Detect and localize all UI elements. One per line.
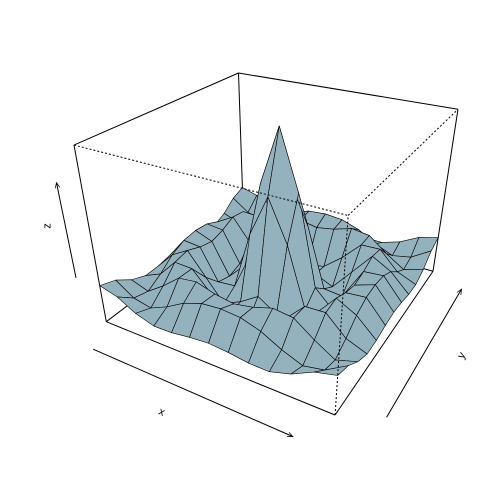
box-edge <box>73 72 239 146</box>
box-edge <box>73 144 349 216</box>
axis-label: y <box>455 350 468 361</box>
axis-arrow <box>56 183 77 278</box>
box-edge <box>432 109 459 272</box>
axis-arrow <box>92 348 293 438</box>
surface-facet <box>313 365 349 376</box>
box-edge <box>106 321 336 416</box>
axis-label: x <box>157 406 167 419</box>
box-edge <box>334 270 434 416</box>
box-edge <box>238 72 459 110</box>
surface-facet <box>267 125 299 246</box>
box-edge <box>73 144 107 322</box>
box-edge <box>334 215 349 416</box>
axis-label: z <box>42 223 54 229</box>
axis-arrow <box>386 289 462 418</box>
box-edge <box>347 108 459 216</box>
